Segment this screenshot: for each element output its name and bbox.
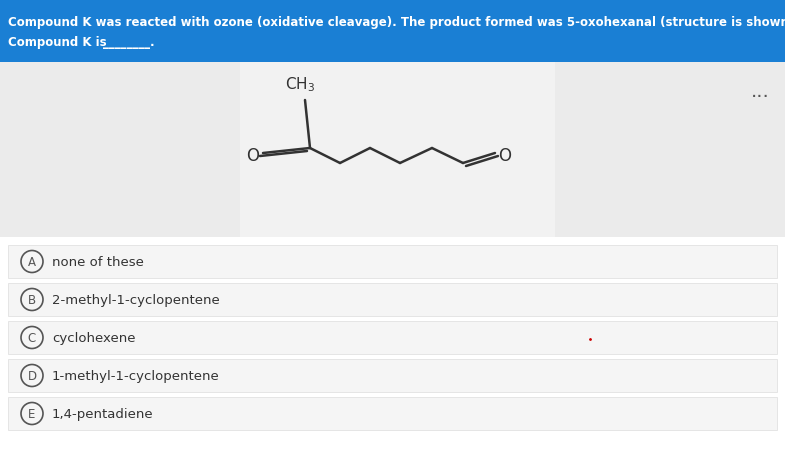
FancyBboxPatch shape	[8, 283, 777, 316]
FancyBboxPatch shape	[0, 62, 240, 237]
FancyBboxPatch shape	[555, 62, 785, 237]
Text: C: C	[28, 332, 36, 345]
Text: O: O	[498, 147, 512, 165]
Text: B: B	[28, 294, 36, 307]
Text: O: O	[246, 147, 260, 165]
Text: 2-methyl-1-cyclopentene: 2-methyl-1-cyclopentene	[52, 294, 220, 307]
Text: $\mathregular{CH_3}$: $\mathregular{CH_3}$	[285, 75, 315, 94]
Text: E: E	[28, 408, 35, 421]
FancyBboxPatch shape	[240, 62, 555, 237]
Text: A: A	[28, 256, 36, 269]
Text: 1,4-pentadiene: 1,4-pentadiene	[52, 408, 154, 421]
Text: none of these: none of these	[52, 256, 144, 269]
FancyBboxPatch shape	[8, 359, 777, 392]
Text: 1-methyl-1-cyclopentene: 1-methyl-1-cyclopentene	[52, 370, 220, 383]
Text: ________.: ________.	[103, 36, 155, 49]
FancyBboxPatch shape	[8, 397, 777, 430]
Text: Compound K is: Compound K is	[8, 36, 111, 49]
Text: cyclohexene: cyclohexene	[52, 332, 136, 345]
FancyBboxPatch shape	[8, 245, 777, 278]
Text: Compound K was reacted with ozone (oxidative cleavage). The product formed was 5: Compound K was reacted with ozone (oxida…	[8, 16, 785, 29]
FancyBboxPatch shape	[8, 321, 777, 354]
Text: ...: ...	[751, 82, 770, 101]
Text: D: D	[27, 370, 37, 383]
FancyBboxPatch shape	[0, 0, 785, 62]
